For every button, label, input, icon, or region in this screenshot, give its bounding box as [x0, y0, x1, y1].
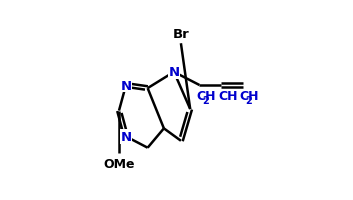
Text: N: N [120, 79, 132, 92]
Text: 2: 2 [246, 95, 252, 105]
Text: Br: Br [173, 28, 189, 40]
Text: CH: CH [196, 90, 216, 103]
Text: 2: 2 [203, 95, 209, 105]
Text: CH: CH [219, 90, 238, 103]
Text: OMe: OMe [103, 157, 135, 170]
Text: N: N [168, 66, 180, 79]
Text: CH: CH [239, 90, 259, 103]
Text: N: N [120, 130, 132, 143]
